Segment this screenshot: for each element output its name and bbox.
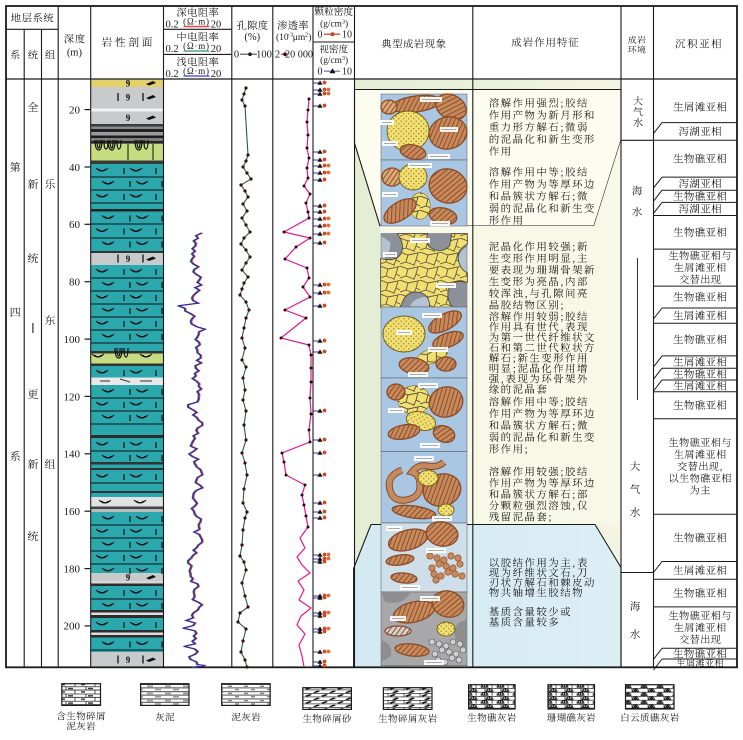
svg-text:0: 0 bbox=[234, 50, 239, 61]
svg-text:3: 3 bbox=[342, 19, 345, 26]
svg-text:(Ω·m): (Ω·m) bbox=[183, 66, 210, 76]
svg-text:9: 9 bbox=[126, 93, 131, 103]
svg-text:(%): (%) bbox=[244, 32, 260, 43]
svg-text:3: 3 bbox=[342, 55, 345, 62]
svg-text:10: 10 bbox=[342, 30, 352, 41]
svg-text:20 000: 20 000 bbox=[285, 50, 313, 61]
svg-text:): ) bbox=[308, 32, 311, 43]
svg-text:20: 20 bbox=[211, 69, 222, 80]
svg-text:0: 0 bbox=[318, 67, 323, 78]
svg-text:120: 120 bbox=[64, 391, 81, 403]
svg-text:(g/cm: (g/cm bbox=[320, 19, 342, 30]
svg-text:160: 160 bbox=[64, 506, 81, 518]
svg-text:): ) bbox=[345, 55, 348, 66]
svg-text:100: 100 bbox=[256, 50, 272, 61]
svg-text:2: 2 bbox=[305, 32, 308, 39]
svg-text:60: 60 bbox=[69, 219, 81, 231]
svg-text:9: 9 bbox=[126, 655, 131, 665]
svg-text:20: 20 bbox=[69, 104, 81, 116]
svg-text:9: 9 bbox=[126, 254, 131, 264]
svg-text:2: 2 bbox=[275, 50, 280, 61]
svg-text:μm: μm bbox=[293, 33, 306, 43]
svg-text:0.2: 0.2 bbox=[165, 44, 178, 55]
svg-text:100: 100 bbox=[64, 334, 81, 346]
svg-text:10: 10 bbox=[342, 67, 352, 78]
svg-text:180: 180 bbox=[64, 563, 81, 575]
svg-text:(Ω·m): (Ω·m) bbox=[183, 16, 210, 26]
svg-text:(10: (10 bbox=[276, 32, 289, 43]
svg-text:200: 200 bbox=[64, 621, 81, 633]
svg-text:-3: -3 bbox=[288, 32, 293, 39]
svg-text:9: 9 bbox=[126, 79, 131, 89]
svg-text:0.2: 0.2 bbox=[165, 69, 178, 80]
svg-text:40: 40 bbox=[69, 162, 81, 174]
svg-text:(g/cm: (g/cm bbox=[320, 55, 342, 66]
svg-text:140: 140 bbox=[64, 449, 81, 461]
svg-text:9: 9 bbox=[126, 573, 131, 583]
svg-text:20: 20 bbox=[211, 20, 222, 31]
svg-text:(m): (m) bbox=[67, 48, 83, 59]
svg-text:0.2: 0.2 bbox=[165, 20, 178, 31]
svg-text:20: 20 bbox=[211, 44, 222, 55]
svg-text:0: 0 bbox=[318, 30, 323, 41]
svg-text:(Ω·m): (Ω·m) bbox=[183, 41, 210, 51]
svg-text:): ) bbox=[345, 19, 348, 30]
svg-text:9: 9 bbox=[126, 113, 131, 123]
svg-text:80: 80 bbox=[69, 277, 81, 289]
